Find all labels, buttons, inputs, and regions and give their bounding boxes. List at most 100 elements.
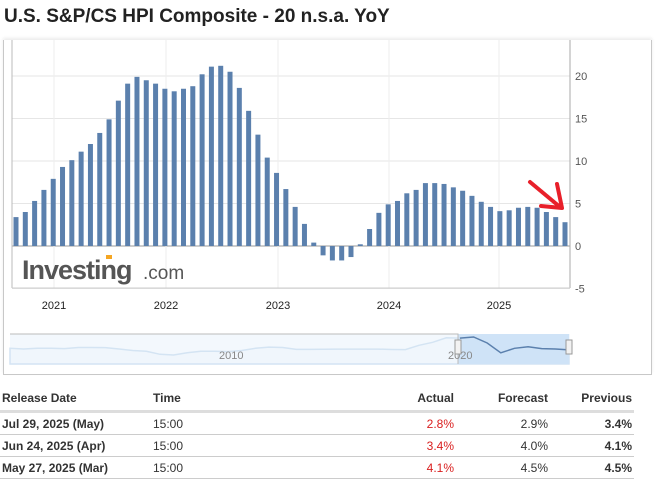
bar[interactable] [264, 157, 270, 246]
x-tick-label: 2022 [154, 300, 178, 312]
bar[interactable] [143, 80, 149, 246]
header-actual[interactable]: Actual [352, 386, 456, 413]
bar[interactable] [22, 212, 28, 246]
navigator-label: 2020 [448, 350, 472, 362]
bar[interactable] [506, 210, 512, 246]
cell-actual: 4.1% [352, 456, 456, 479]
bar[interactable] [32, 200, 38, 246]
navigator-selected-series [459, 336, 570, 354]
bar[interactable] [115, 100, 121, 247]
y-tick-label: -5 [575, 284, 585, 296]
y-tick-label: 10 [575, 156, 587, 168]
table-row: Jun 24, 2025 (Apr) 15:00 3.4% 4.0% 4.1% [0, 434, 634, 457]
bar[interactable] [171, 91, 177, 246]
bar[interactable] [525, 206, 531, 246]
bar[interactable] [255, 134, 261, 246]
bar[interactable] [329, 246, 335, 261]
bar[interactable] [460, 190, 466, 246]
header-previous[interactable]: Previous [550, 386, 634, 413]
bar[interactable] [413, 189, 419, 246]
bar[interactable] [385, 204, 391, 246]
header-release-date[interactable]: Release Date [0, 386, 151, 413]
y-tick-label: 0 [575, 241, 581, 253]
bar[interactable] [199, 74, 205, 246]
bar[interactable] [190, 86, 196, 246]
bar[interactable] [432, 183, 438, 246]
bar[interactable] [125, 83, 131, 247]
bar[interactable] [97, 132, 103, 246]
navigator-right-handle[interactable] [565, 339, 573, 355]
bar[interactable] [311, 242, 317, 246]
bar[interactable] [106, 119, 112, 246]
y-tick-label: 20 [575, 71, 587, 83]
cell-forecast: 4.5% [456, 456, 550, 479]
chart-title: U.S. S&P/CS HPI Composite - 20 n.s.a. Yo… [4, 6, 390, 27]
bar[interactable] [60, 166, 66, 246]
bar[interactable] [478, 201, 484, 246]
cell-previous: 4.5% [550, 456, 634, 479]
bar[interactable] [87, 144, 93, 246]
bar[interactable] [320, 246, 326, 256]
navigator-left-handle[interactable] [454, 339, 462, 355]
bar[interactable] [236, 87, 242, 247]
cell-time: 15:00 [151, 434, 352, 457]
bar[interactable] [395, 200, 401, 246]
bar[interactable] [348, 246, 354, 258]
cell-previous: 4.1% [550, 434, 634, 457]
bar[interactable] [515, 207, 521, 246]
bar[interactable] [339, 246, 345, 261]
bar[interactable] [301, 223, 307, 246]
x-tick-label: 2024 [377, 300, 401, 312]
investing-logo-watermark: Investing .com [22, 255, 184, 285]
bar[interactable] [134, 76, 140, 246]
bar[interactable] [218, 65, 224, 246]
bar[interactable] [543, 212, 549, 246]
bar[interactable] [274, 172, 280, 246]
bar[interactable] [50, 178, 56, 246]
bar-chart: 20 15 10 5 0 -5 2021 2022 2023 2024 2025 Investin… [9, 40, 587, 365]
header-time[interactable]: Time [151, 386, 352, 413]
bar[interactable] [162, 88, 168, 246]
chart-frame [3, 40, 652, 375]
bar[interactable] [497, 211, 503, 246]
bar[interactable] [488, 206, 494, 246]
cell-previous: 3.4% [550, 411, 634, 435]
bar[interactable] [246, 110, 252, 246]
x-tick-label: 2021 [42, 300, 66, 312]
svg-text:Investing: Investing [22, 255, 132, 285]
bar[interactable] [69, 160, 75, 246]
bar[interactable] [376, 212, 382, 246]
bar[interactable] [180, 88, 186, 246]
cell-forecast: 2.9% [456, 411, 550, 435]
range-navigator[interactable]: 2010 2020 [9, 333, 573, 365]
bar[interactable] [553, 217, 559, 246]
bar[interactable] [562, 222, 568, 246]
cell-actual: 2.8% [352, 411, 456, 435]
bar[interactable] [422, 183, 428, 246]
bar[interactable] [404, 193, 410, 246]
bar[interactable] [78, 151, 84, 246]
bar[interactable] [357, 244, 363, 246]
bar[interactable] [292, 206, 298, 246]
x-tick-label: 2023 [266, 300, 290, 312]
bar[interactable] [441, 183, 447, 246]
bar[interactable] [208, 66, 214, 247]
svg-text:.com: .com [143, 263, 184, 284]
bar[interactable] [153, 83, 159, 247]
table-row: May 27, 2025 (Mar) 15:00 4.1% 4.5% 4.5% [0, 456, 634, 479]
cell-date: Jul 29, 2025 (May) [0, 411, 151, 435]
bar[interactable] [13, 217, 19, 246]
header-forecast[interactable]: Forecast [456, 386, 550, 413]
bar[interactable] [450, 187, 456, 246]
cell-time: 15:00 [151, 456, 352, 479]
cell-actual: 3.4% [352, 434, 456, 457]
bar[interactable] [283, 189, 289, 246]
x-tick-label: 2025 [487, 300, 511, 312]
bar[interactable] [41, 189, 47, 246]
bar[interactable] [534, 207, 540, 246]
bar[interactable] [469, 195, 475, 246]
red-arrow-annotation-icon [528, 180, 564, 210]
bar[interactable] [367, 229, 373, 246]
bar[interactable] [227, 71, 233, 246]
table-header-row: Release Date Time Actual Forecast Previo… [0, 386, 634, 413]
